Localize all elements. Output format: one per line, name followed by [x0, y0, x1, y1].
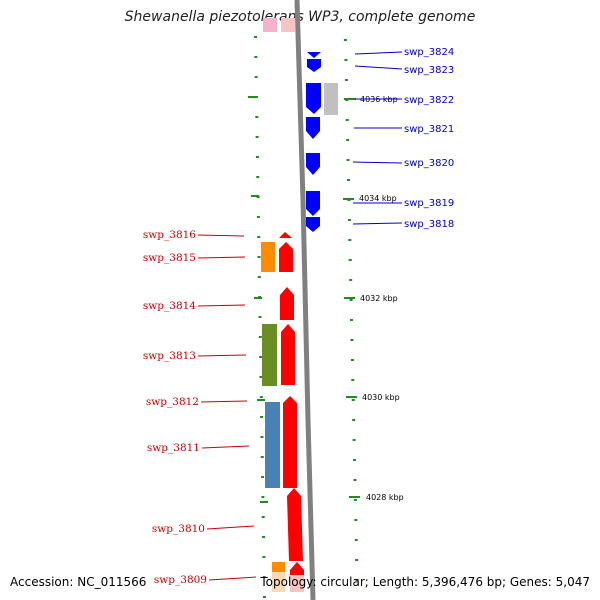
gene-label-swp-3809[interactable]: swp_3809	[154, 574, 207, 586]
gene-swp-3812[interactable]	[283, 396, 297, 488]
position-label-4030: 4030 kbp	[362, 393, 400, 402]
gene-swp-3813[interactable]	[262, 324, 295, 386]
gene-arrow-swp-3810[interactable]	[287, 488, 303, 561]
leader-line	[200, 400, 248, 403]
gene-label-swp-3810[interactable]: swp_3810	[152, 523, 205, 535]
gene-swp-3821[interactable]	[306, 117, 320, 139]
leader-line	[208, 576, 257, 581]
gene-arrow-swp-3814[interactable]	[280, 287, 294, 320]
cog-box-swp-3811	[265, 402, 280, 488]
gene-swp-3815[interactable]	[261, 242, 293, 272]
gene-swp-3824[interactable]	[307, 52, 321, 58]
leader-line	[352, 161, 403, 164]
leader-line	[201, 445, 250, 449]
cog-box-swp-3822	[324, 83, 338, 115]
gene-label-swp-3824[interactable]: swp_3824	[404, 47, 454, 58]
position-labels: 4036 kbp 4034 kbp 4032 kbp 4030 kbp 4028…	[343, 95, 404, 502]
cog-box-swp-3809	[272, 562, 285, 572]
gene-swp-3820[interactable]	[306, 153, 320, 175]
gene-swp-3818[interactable]	[306, 217, 320, 232]
leader-line	[197, 354, 247, 357]
gene-arrow-swp-3812[interactable]	[283, 396, 297, 488]
gene-arrow-swp-3818[interactable]	[306, 217, 320, 232]
gene-swp-3823[interactable]	[307, 59, 321, 72]
leader-line	[354, 65, 403, 70]
gene-arrow-swp-3820[interactable]	[306, 153, 320, 175]
leader-line	[354, 51, 403, 55]
gene-label-swp-3822[interactable]: swp_3822	[404, 95, 454, 106]
gene-label-swp-3821[interactable]: swp_3821	[404, 124, 454, 135]
leader-line	[197, 256, 246, 259]
cog-box-swp-3815	[261, 242, 275, 272]
position-label-4028: 4028 kbp	[366, 493, 404, 502]
cog-stub-pink	[263, 18, 277, 32]
gene-swp-3816[interactable]	[279, 232, 292, 238]
gene-label-swp-3818[interactable]: swp_3818	[404, 219, 454, 230]
gene-arrow-swp-3815[interactable]	[279, 242, 293, 272]
position-label-4034: 4034 kbp	[359, 194, 397, 203]
genome-meta-text: Topology: circular; Length: 5,396,476 bp…	[260, 575, 590, 589]
gene-label-swp-3815[interactable]: swp_3815	[143, 252, 196, 264]
position-label-4032: 4032 kbp	[360, 294, 398, 303]
cog-box-swp-3813	[262, 324, 277, 386]
accession-text: Accession: NC_011566	[10, 575, 147, 589]
gene-arrow-swp-3822[interactable]	[306, 83, 321, 114]
gene-label-swp-3813[interactable]: swp_3813	[143, 350, 196, 362]
cog-box-faded-swp-3809	[272, 572, 285, 592]
gene-label-swp-3823[interactable]: swp_3823	[404, 65, 454, 76]
leader-line	[206, 525, 255, 530]
gene-label-swp-3811[interactable]: swp_3811	[147, 442, 200, 454]
gene-arrow-swp-3819[interactable]	[306, 191, 320, 216]
gene-label-swp-3814[interactable]: swp_3814	[143, 300, 196, 312]
gene-arrow-swp-3816[interactable]	[279, 232, 292, 238]
gene-arrow-swp-3813[interactable]	[281, 324, 295, 385]
gene-swp-3822[interactable]	[306, 83, 338, 115]
leader-line	[197, 304, 246, 307]
gene-swp-3814[interactable]	[280, 287, 294, 320]
leader-line	[352, 222, 403, 225]
gene-arrow-swp-3821[interactable]	[306, 117, 320, 139]
gene-label-swp-3812[interactable]: swp_3812	[146, 396, 199, 408]
gene-arrow-swp-3823[interactable]	[307, 59, 321, 72]
gene-arrow-swp-3824[interactable]	[307, 52, 321, 58]
gene-faded-swp-3809	[290, 575, 304, 592]
gene-swp-3810[interactable]	[287, 488, 303, 561]
right-gene-labels: swp_3824 swp_3823 swp_3822 swp_3821 swp_…	[352, 47, 454, 230]
gene-stub-pink	[281, 18, 295, 32]
gene-swp-3811[interactable]	[265, 402, 280, 488]
gene-label-swp-3819[interactable]: swp_3819	[404, 198, 454, 209]
gene-swp-3819[interactable]	[306, 191, 320, 216]
gene-label-swp-3820[interactable]: swp_3820	[404, 158, 454, 169]
left-gene-labels: swp_3816 swp_3815 swp_3814 swp_3813 swp_…	[143, 229, 257, 586]
leader-line	[197, 234, 245, 237]
gene-swp-3809[interactable]	[272, 562, 304, 592]
genome-backbone	[294, 0, 316, 600]
gene-arrow-swp-3809[interactable]	[290, 562, 304, 575]
gene-label-swp-3816[interactable]: swp_3816	[143, 229, 196, 241]
